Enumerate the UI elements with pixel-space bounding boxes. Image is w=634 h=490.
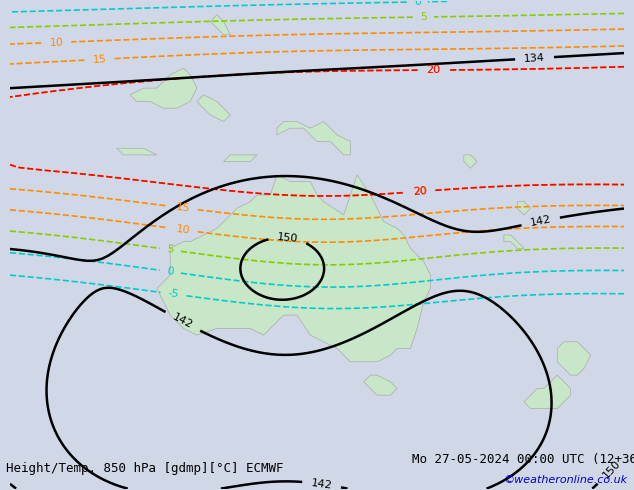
Polygon shape [517,201,531,215]
Text: -5: -5 [167,289,179,300]
Text: 20: 20 [425,65,440,75]
Text: 20: 20 [413,186,428,197]
Text: 10: 10 [49,37,63,48]
Polygon shape [210,15,230,35]
Text: 134: 134 [524,52,545,64]
Text: Height/Temp. 850 hPa [gdmp][°C] ECMWF: Height/Temp. 850 hPa [gdmp][°C] ECMWF [6,462,284,475]
Polygon shape [464,155,477,168]
Polygon shape [117,148,157,155]
Polygon shape [557,342,591,375]
Text: 20: 20 [413,186,428,197]
Polygon shape [130,68,197,108]
Text: 15: 15 [92,54,107,65]
Polygon shape [504,235,524,248]
Text: 142: 142 [171,312,195,331]
Polygon shape [277,122,351,155]
Text: 5: 5 [420,12,427,22]
Text: Mo 27-05-2024 00:00 UTC (12+36): Mo 27-05-2024 00:00 UTC (12+36) [412,452,634,466]
Text: ©weatheronline.co.uk: ©weatheronline.co.uk [503,475,628,485]
Text: 150: 150 [600,459,622,481]
Polygon shape [524,375,571,409]
Polygon shape [224,155,257,162]
Polygon shape [197,95,230,122]
Text: 20: 20 [425,65,440,75]
Text: 15: 15 [175,202,190,214]
Text: 142: 142 [529,215,552,228]
Text: 5: 5 [166,245,174,255]
Polygon shape [364,375,397,395]
Text: 10: 10 [175,224,190,236]
Text: 142: 142 [311,478,333,490]
Text: 0: 0 [414,0,421,7]
Text: 0: 0 [166,266,174,277]
Polygon shape [157,175,430,362]
Text: 150: 150 [277,232,299,244]
